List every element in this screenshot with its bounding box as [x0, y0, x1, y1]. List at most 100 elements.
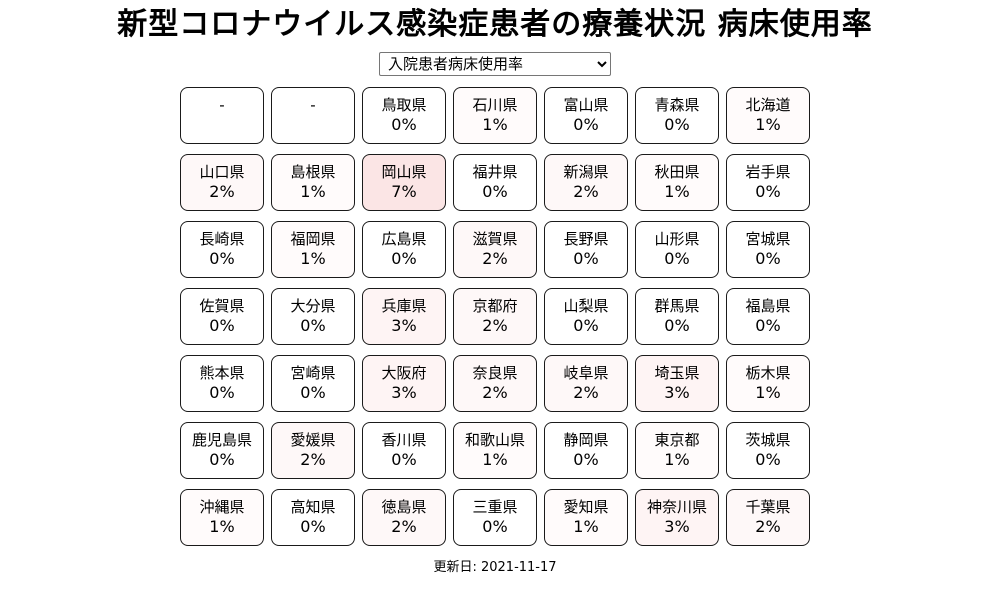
prefecture-value: 1%	[300, 248, 326, 268]
prefecture-tile[interactable]: 宮城県 0%	[726, 220, 810, 278]
prefecture-name: 宮城県	[745, 230, 791, 249]
prefecture-name: 岐阜県	[563, 364, 609, 383]
prefecture-name: 徳島県	[381, 498, 427, 517]
prefecture-value: 0%	[664, 315, 690, 335]
prefecture-tile[interactable]: 福島県 0%	[726, 287, 810, 345]
prefecture-value: 7%	[391, 181, 417, 201]
prefecture-name: 岩手県	[745, 163, 791, 182]
prefecture-tile[interactable]: 千葉県 2%	[726, 488, 810, 546]
prefecture-tile[interactable]: 高知県 0%	[271, 488, 355, 546]
prefecture-tile[interactable]: 秋田県 1%	[635, 153, 719, 211]
prefecture-name: 京都府	[472, 297, 518, 316]
prefecture-tile[interactable]: 熊本県 0%	[180, 354, 264, 412]
prefecture-tile[interactable]: 岐阜県 2%	[544, 354, 628, 412]
prefecture-tile[interactable]: 富山県 0%	[544, 86, 628, 144]
prefecture-name: 青森県	[654, 96, 700, 115]
prefecture-tile[interactable]: 山形県 0%	[635, 220, 719, 278]
prefecture-tile[interactable]: 沖縄県 1%	[180, 488, 264, 546]
prefecture-value: 2%	[300, 449, 326, 469]
prefecture-name: 広島県	[381, 230, 427, 249]
prefecture-tile[interactable]: 京都府 2%	[453, 287, 537, 345]
prefecture-name: 鹿児島県	[191, 431, 252, 450]
prefecture-tile[interactable]: 岩手県 0%	[726, 153, 810, 211]
prefecture-name: 新潟県	[563, 163, 609, 182]
prefecture-tile[interactable]: 石川県 1%	[453, 86, 537, 144]
prefecture-tile[interactable]: 三重県 0%	[453, 488, 537, 546]
prefecture-value: 2%	[482, 382, 508, 402]
prefecture-tile[interactable]: 大分県 0%	[271, 287, 355, 345]
prefecture-value: 1%	[300, 181, 326, 201]
prefecture-value: 0%	[482, 516, 508, 536]
prefecture-tile[interactable]: 広島県 0%	[362, 220, 446, 278]
prefecture-name: 栃木県	[745, 364, 791, 383]
prefecture-name: -	[310, 96, 316, 115]
prefecture-tile[interactable]: 静岡県 0%	[544, 421, 628, 479]
prefecture-tile[interactable]: 奈良県 2%	[453, 354, 537, 412]
prefecture-value: 1%	[755, 114, 781, 134]
prefecture-value: 0%	[209, 449, 235, 469]
prefecture-value: 0%	[573, 315, 599, 335]
prefecture-value: 1%	[664, 181, 690, 201]
prefecture-tile[interactable]: 愛知県 1%	[544, 488, 628, 546]
metric-select[interactable]: 入院患者病床使用率	[379, 51, 611, 76]
prefecture-tile[interactable]: -	[271, 86, 355, 144]
prefecture-tile[interactable]: 福井県 0%	[453, 153, 537, 211]
prefecture-value: 0%	[300, 382, 326, 402]
prefecture-name: 群馬県	[654, 297, 700, 316]
prefecture-tile-grid: - - 鳥取県 0% 石川県 1% 富山県 0% 青森県 0% 北海道 1% 山口県 2% 島根県 1% 岡山県…	[0, 86, 990, 546]
prefecture-tile[interactable]: 茨城県 0%	[726, 421, 810, 479]
prefecture-tile[interactable]: -	[180, 86, 264, 144]
prefecture-tile[interactable]: 和歌山県 1%	[453, 421, 537, 479]
prefecture-tile[interactable]: 大阪府 3%	[362, 354, 446, 412]
prefecture-name: 山形県	[654, 230, 700, 249]
prefecture-name: 秋田県	[654, 163, 700, 182]
prefecture-tile[interactable]: 佐賀県 0%	[180, 287, 264, 345]
prefecture-name: 和歌山県	[464, 431, 525, 450]
prefecture-tile[interactable]: 岡山県 7%	[362, 153, 446, 211]
prefecture-value: 1%	[664, 449, 690, 469]
prefecture-name: 三重県	[472, 498, 518, 517]
prefecture-tile[interactable]: 栃木県 1%	[726, 354, 810, 412]
prefecture-name: 佐賀県	[199, 297, 245, 316]
prefecture-value: 0%	[391, 248, 417, 268]
prefecture-tile[interactable]: 徳島県 2%	[362, 488, 446, 546]
prefecture-tile[interactable]: 鹿児島県 0%	[180, 421, 264, 479]
prefecture-name: 長野県	[563, 230, 609, 249]
prefecture-tile[interactable]: 滋賀県 2%	[453, 220, 537, 278]
prefecture-name: 東京都	[654, 431, 700, 450]
prefecture-name: 愛媛県	[290, 431, 336, 450]
prefecture-tile[interactable]: 宮崎県 0%	[271, 354, 355, 412]
prefecture-tile[interactable]: 兵庫県 3%	[362, 287, 446, 345]
prefecture-tile[interactable]: 青森県 0%	[635, 86, 719, 144]
prefecture-tile[interactable]: 長野県 0%	[544, 220, 628, 278]
prefecture-tile[interactable]: 山梨県 0%	[544, 287, 628, 345]
prefecture-tile[interactable]: 新潟県 2%	[544, 153, 628, 211]
prefecture-value: 0%	[482, 181, 508, 201]
prefecture-tile[interactable]: 香川県 0%	[362, 421, 446, 479]
prefecture-name: 福岡県	[290, 230, 336, 249]
prefecture-tile[interactable]: 群馬県 0%	[635, 287, 719, 345]
prefecture-tile[interactable]: 東京都 1%	[635, 421, 719, 479]
prefecture-value: 0%	[755, 315, 781, 335]
prefecture-name: 兵庫県	[381, 297, 427, 316]
prefecture-value: 0%	[209, 315, 235, 335]
prefecture-tile[interactable]: 山口県 2%	[180, 153, 264, 211]
prefecture-tile[interactable]: 島根県 1%	[271, 153, 355, 211]
prefecture-tile[interactable]: 埼玉県 3%	[635, 354, 719, 412]
prefecture-tile[interactable]: 愛媛県 2%	[271, 421, 355, 479]
prefecture-tile[interactable]: 鳥取県 0%	[362, 86, 446, 144]
prefecture-value: 2%	[755, 516, 781, 536]
prefecture-name: 石川県	[472, 96, 518, 115]
prefecture-value: 0%	[573, 248, 599, 268]
prefecture-value: 3%	[391, 315, 417, 335]
prefecture-tile[interactable]: 福岡県 1%	[271, 220, 355, 278]
prefecture-name: 高知県	[290, 498, 336, 517]
prefecture-value: 0%	[209, 382, 235, 402]
prefecture-tile[interactable]: 北海道 1%	[726, 86, 810, 144]
prefecture-value: 2%	[209, 181, 235, 201]
prefecture-name: 鳥取県	[381, 96, 427, 115]
prefecture-tile[interactable]: 神奈川県 3%	[635, 488, 719, 546]
prefecture-value: 0%	[573, 449, 599, 469]
prefecture-tile[interactable]: 長崎県 0%	[180, 220, 264, 278]
prefecture-value: 2%	[482, 315, 508, 335]
